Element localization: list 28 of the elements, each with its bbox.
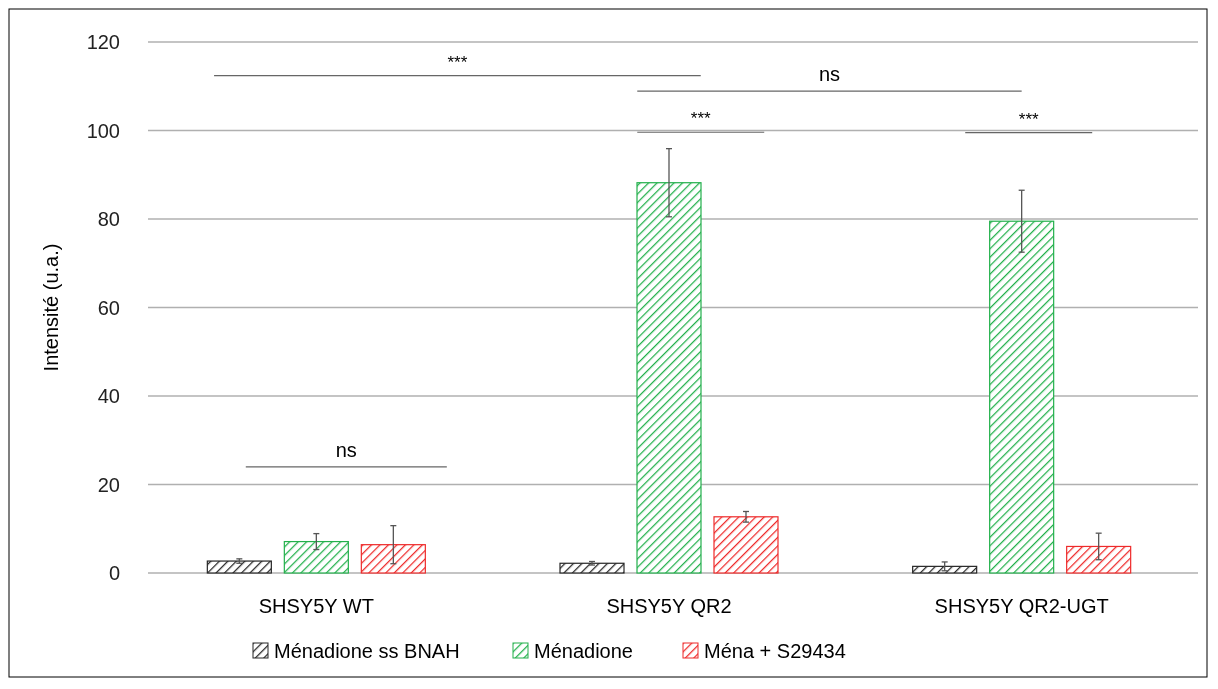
y-axis-title: Intensité (u.a.) <box>40 243 62 372</box>
legend-label: Ménadione ss BNAH <box>274 640 460 662</box>
y-tick-label: 40 <box>97 385 120 407</box>
bar <box>283 540 349 574</box>
bar <box>360 544 426 574</box>
annotation: ns <box>335 438 357 461</box>
legend-label: Ména + S29434 <box>704 640 846 662</box>
y-tick-label: 20 <box>97 473 120 496</box>
legend-label: Ménadione <box>534 640 633 662</box>
annotation: *** <box>1018 109 1040 129</box>
y-tick-label: 80 <box>97 208 120 230</box>
bar <box>713 516 779 574</box>
y-tick-label: 120 <box>86 31 120 53</box>
bar <box>1066 545 1132 574</box>
annotation: *** <box>447 52 468 72</box>
y-tick-label: 100 <box>86 119 120 142</box>
bar <box>206 560 272 574</box>
bar <box>636 182 702 574</box>
annotation: ns <box>818 63 841 86</box>
bar <box>912 565 978 574</box>
bar <box>559 562 625 574</box>
bar <box>989 220 1055 574</box>
x-tick-label: SHSY5Y QR2-UGT <box>934 595 1109 617</box>
x-tick-label: SHSY5Y QR2 <box>606 595 732 617</box>
y-tick-label: 0 <box>108 562 120 584</box>
x-tick-label: SHSY5Y WT <box>258 595 374 617</box>
y-tick-label: 60 <box>97 296 120 319</box>
annotation: *** <box>690 109 712 129</box>
